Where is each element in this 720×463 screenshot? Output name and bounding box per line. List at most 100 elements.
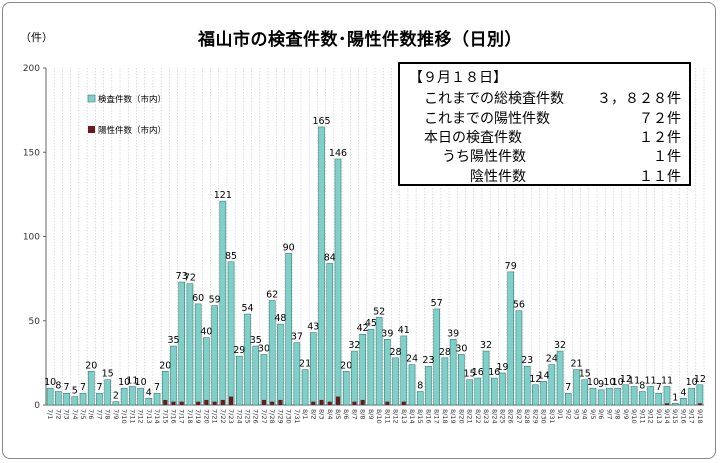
test-count-bar — [606, 387, 613, 406]
x-tick-label: 7/29 — [276, 409, 284, 424]
x-tick-label: 9/12 — [647, 409, 655, 424]
x-tick-label: 9/3 — [573, 409, 581, 419]
test-count-bar — [285, 253, 292, 406]
positive-count-bar — [163, 399, 168, 405]
test-count-data-label: 21 — [299, 359, 311, 370]
x-tick-label: 7/25 — [244, 409, 252, 424]
x-tick-label: 9/6 — [597, 409, 605, 419]
test-count-bar — [96, 392, 103, 406]
legend-label-tests: 検査件数（市内） — [98, 94, 166, 105]
x-tick-label: 8/22 — [474, 409, 482, 424]
positive-count-bar — [229, 396, 234, 405]
test-count-bar — [564, 392, 572, 406]
test-count-bar — [515, 310, 523, 406]
test-count-data-label: 32 — [554, 340, 566, 351]
test-count-data-label: 43 — [307, 322, 319, 333]
test-count-bar — [630, 386, 638, 406]
x-tick-label: 8/29 — [531, 409, 539, 424]
x-tick-label: 9/8 — [614, 409, 622, 419]
x-tick-label: 7/6 — [87, 409, 95, 419]
test-count-bar — [186, 283, 194, 406]
test-count-bar — [194, 303, 202, 406]
test-count-bar — [137, 387, 144, 406]
test-count-data-label: 7 — [154, 382, 160, 393]
test-count-data-label: 20 — [159, 360, 171, 371]
test-count-data-label: 35 — [250, 335, 262, 346]
test-count-data-label: 20 — [85, 360, 97, 371]
test-count-bar — [573, 369, 580, 406]
test-count-data-label: 1 — [672, 392, 678, 403]
test-count-data-label: 165 — [312, 116, 330, 127]
y-tick-label: 200 — [23, 64, 40, 74]
x-tick-label: 7/15 — [161, 409, 169, 424]
test-count-bar — [696, 384, 704, 406]
x-tick-label: 9/4 — [581, 409, 589, 419]
test-count-bar — [359, 333, 366, 406]
test-count-bar — [458, 354, 465, 406]
test-count-data-label: 57 — [431, 298, 443, 309]
legend-swatch-positive — [88, 126, 95, 133]
test-count-data-label: 146 — [329, 148, 347, 159]
x-tick-label: 7/2 — [54, 409, 62, 419]
test-count-data-label: 7 — [656, 382, 662, 393]
x-tick-label: 7/17 — [178, 409, 186, 424]
x-tick-label: 8/19 — [449, 409, 457, 424]
test-count-data-label: 7 — [565, 382, 571, 393]
test-count-data-label: 5 — [72, 386, 78, 397]
positive-count-bar — [278, 399, 283, 405]
test-count-data-label: 23 — [521, 355, 533, 366]
test-count-bar — [367, 328, 375, 406]
x-tick-label: 8/11 — [383, 409, 391, 424]
x-tick-label: 7/26 — [252, 409, 260, 424]
test-count-data-label: 8 — [417, 381, 423, 392]
x-tick-label: 8/15 — [416, 409, 424, 424]
x-tick-label: 8/31 — [548, 409, 556, 424]
test-count-bar — [203, 337, 210, 406]
test-count-data-label: 16 — [472, 367, 484, 378]
test-count-bar — [277, 323, 284, 406]
x-tick-label: 8/13 — [400, 409, 408, 424]
test-count-bar — [178, 281, 186, 406]
test-count-bar — [548, 364, 556, 406]
x-tick-label: 7/11 — [128, 409, 136, 424]
test-count-bar — [655, 392, 663, 406]
test-count-bar — [326, 263, 334, 406]
test-count-data-label: 12 — [529, 374, 541, 385]
x-tick-label: 8/28 — [523, 409, 531, 424]
test-count-bar — [392, 357, 399, 406]
test-count-data-label: 20 — [340, 360, 352, 371]
positive-count-bar — [401, 401, 406, 405]
test-count-bar — [293, 342, 301, 406]
test-count-data-label: 59 — [209, 295, 221, 306]
x-tick-label: 7/28 — [268, 409, 276, 424]
positive-count-bar — [220, 399, 225, 405]
x-tick-label: 7/18 — [186, 409, 194, 424]
positive-count-bar — [335, 396, 341, 405]
test-count-bar — [622, 384, 630, 406]
test-count-data-label: 54 — [241, 303, 253, 314]
positive-count-bar — [212, 401, 217, 405]
test-count-bar — [647, 386, 654, 406]
summary-today-tests-label: 本日の検査件数 — [424, 130, 522, 146]
y-tick-label: 100 — [23, 233, 40, 243]
x-tick-label: 7/10 — [120, 409, 128, 424]
x-tick-label: 7/16 — [169, 409, 177, 424]
positive-count-bar — [664, 403, 670, 405]
x-tick-label: 8/5 — [334, 409, 342, 419]
test-count-data-label: 39 — [447, 328, 459, 339]
x-tick-label: 8/24 — [490, 409, 498, 424]
x-tick-label: 7/5 — [79, 409, 87, 419]
test-count-bar — [532, 384, 539, 406]
test-count-data-label: 48 — [274, 313, 286, 324]
summary-negative-value: １１件 — [639, 169, 681, 185]
test-count-bar — [252, 345, 260, 406]
test-count-bar — [589, 387, 597, 406]
test-count-data-label: 15 — [464, 369, 476, 380]
test-count-bar — [55, 391, 62, 406]
test-count-bar — [507, 271, 515, 406]
x-tick-label: 8/1 — [301, 409, 309, 419]
positive-count-bar — [261, 399, 267, 405]
x-tick-label: 9/1 — [556, 409, 564, 419]
test-count-bar — [260, 354, 268, 406]
